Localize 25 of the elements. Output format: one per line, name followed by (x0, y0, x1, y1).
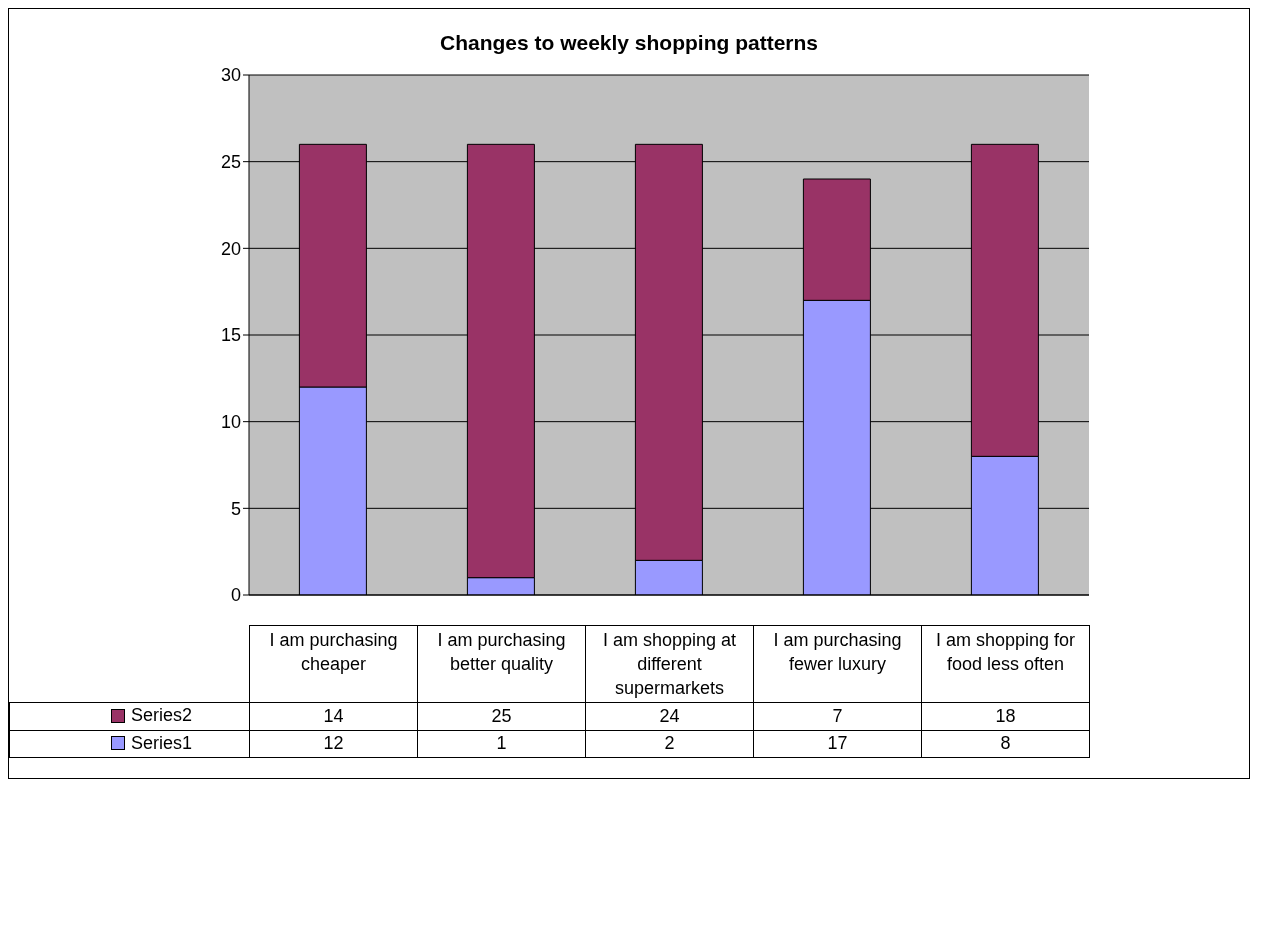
chart-title: Changes to weekly shopping patterns (438, 31, 820, 55)
x-tick-label: I am purchasing better quality (417, 625, 586, 703)
y-tick-label: 15 (220, 325, 241, 346)
x-tick-label: I am shopping at different supermarkets (585, 625, 754, 703)
data-label: 18 (921, 702, 1090, 730)
legend-label: Series1 (131, 732, 193, 754)
data-label: 14 (249, 702, 418, 730)
data-label: 17 (753, 730, 922, 758)
x-tick-label: I am shopping for food less often (921, 625, 1090, 703)
data-label: 1 (417, 730, 586, 758)
y-tick-label: 10 (220, 412, 241, 433)
data-label: 12 (249, 730, 418, 758)
y-tick-label: 25 (220, 152, 241, 173)
legend-label: Series2 (131, 705, 193, 726)
data-label: 25 (417, 702, 586, 730)
y-tick-label: 0 (230, 585, 241, 606)
data-label: 7 (753, 702, 922, 730)
y-tick-label: 30 (220, 65, 241, 86)
x-tick-label: I am purchasing fewer luxury (753, 625, 922, 703)
y-tick-label: 20 (220, 238, 241, 259)
y-tick-label: 5 (230, 498, 241, 519)
x-tick-label: I am purchasing cheaper (249, 625, 418, 703)
data-label: 24 (585, 702, 754, 730)
data-label: 8 (921, 730, 1090, 758)
data-label: 2 (585, 730, 754, 758)
